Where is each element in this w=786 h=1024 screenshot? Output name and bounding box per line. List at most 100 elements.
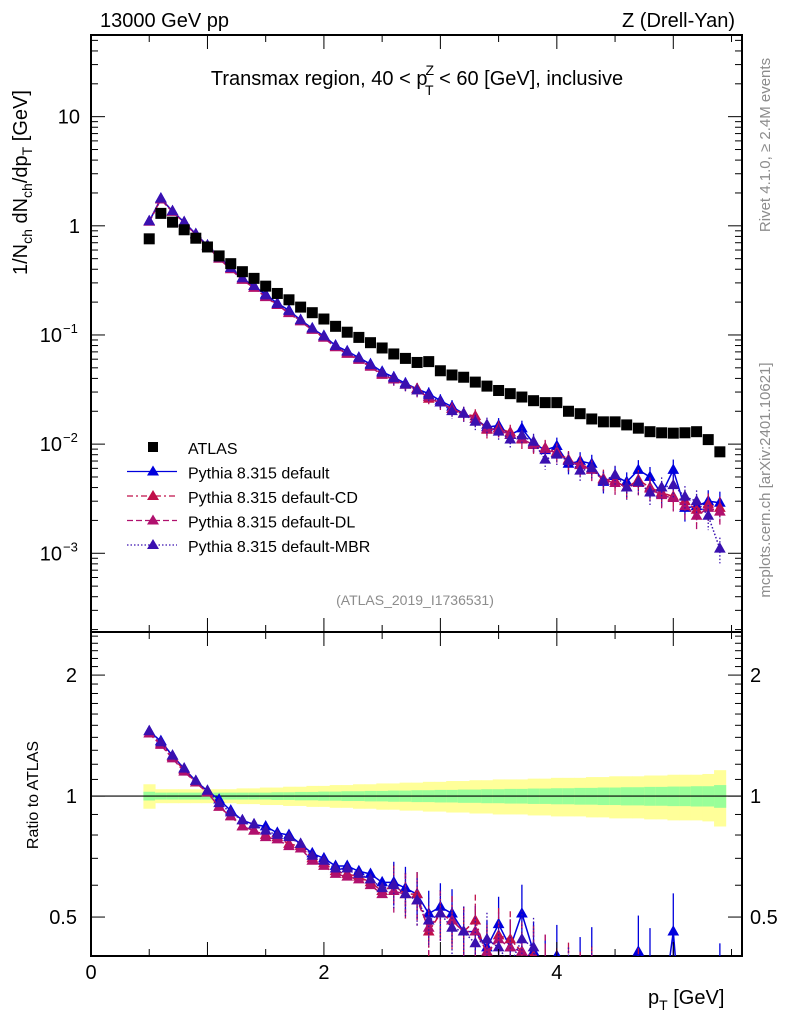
data-point [620, 481, 633, 492]
y-axis-label-part: /dp [10, 155, 32, 183]
ratio-plot-frame [90, 631, 743, 957]
ratio-point [259, 824, 272, 835]
ratio-point [446, 921, 458, 932]
data-point [330, 320, 342, 332]
ratio-pythia-8-315-default-dl [143, 727, 668, 1024]
data-point [667, 463, 680, 474]
ratio-line [148, 730, 536, 956]
y-tick-label: 10 [40, 325, 62, 347]
ratio-point [201, 784, 214, 795]
ratio-y-tick-label-left: 0.5 [49, 907, 77, 929]
ratio-point [259, 830, 272, 842]
data-point [434, 396, 447, 407]
data-point [434, 365, 446, 377]
legend-marker-square [148, 442, 158, 452]
data-point [225, 258, 237, 270]
title-text: < 60 [GeV], inclusive [434, 68, 624, 90]
data-point [143, 233, 155, 245]
data-point [667, 478, 680, 490]
data-point [283, 304, 295, 316]
ratio-point [329, 862, 342, 873]
data-point [504, 388, 516, 400]
y-tick-exponent: −2 [63, 430, 78, 445]
ratio-point [551, 983, 563, 993]
ratio-line [148, 730, 676, 956]
ratio-y-tick-label-right: 1 [750, 786, 761, 808]
legend-label: Pythia 8.315 default-CD [188, 490, 358, 507]
data-point [667, 427, 679, 439]
data-point [446, 404, 458, 416]
data-point [318, 329, 330, 341]
ratio-point [563, 973, 575, 983]
ratio-point [166, 749, 179, 760]
y-tick-label: 1 [69, 216, 80, 238]
data-point [690, 509, 703, 520]
series-atlas [143, 207, 726, 458]
data-point [609, 476, 621, 487]
data-point [353, 351, 365, 363]
ratio-point [364, 873, 377, 884]
ratio-point [609, 1006, 621, 1016]
y-axis-label-part: dN [10, 198, 32, 229]
data-point [341, 345, 354, 356]
data-point [691, 426, 703, 438]
legend: ATLAS Pythia 8.315 default Pythia 8.315 de… [127, 441, 370, 556]
ratio-point [621, 1018, 633, 1024]
ratio-point [527, 940, 540, 952]
data-point [585, 461, 598, 473]
series-line [148, 197, 720, 509]
data-point [516, 422, 528, 433]
ratio-point [609, 1012, 621, 1022]
ratio-point [656, 1018, 668, 1024]
ratio-point [271, 828, 284, 839]
ratio-point [213, 796, 225, 808]
data-point [259, 288, 272, 300]
ratio-point [621, 1018, 633, 1024]
ratio-point [248, 824, 260, 835]
data-point [644, 426, 656, 438]
data-point [679, 427, 691, 439]
data-point [609, 416, 621, 428]
y-axis-label-part: T [19, 146, 35, 155]
data-point [690, 494, 703, 506]
data-point [178, 215, 191, 227]
ratio-point [306, 849, 319, 860]
data-point [248, 279, 260, 291]
ratio-point [353, 873, 365, 884]
ratio-point [248, 817, 260, 829]
ratio-point [329, 867, 342, 878]
data-point [574, 464, 586, 475]
data-point [574, 408, 586, 420]
ratio-point [598, 1006, 610, 1016]
ratio-point [283, 839, 295, 851]
x-tick-label: 0 [85, 962, 96, 984]
ratio-point [633, 994, 645, 1004]
ratio-point [633, 988, 645, 998]
data-point [341, 326, 353, 338]
data-point [574, 458, 586, 470]
ratio-point [656, 1012, 668, 1022]
ratio-point [574, 978, 586, 988]
ratio-point [644, 958, 656, 968]
data-point [516, 428, 528, 440]
ratio-point [586, 978, 598, 988]
legend-entry: Pythia 8.315 default [127, 465, 330, 483]
ratio-point [457, 925, 470, 936]
data-point [597, 474, 610, 485]
ratio-point [516, 907, 528, 918]
data-point [469, 376, 481, 388]
x-axis-label: pT [GeV] [648, 987, 724, 1013]
ratio-point [598, 1006, 610, 1016]
ratio-uncertainty-bands [91, 770, 742, 827]
ratio-point [469, 936, 482, 948]
legend-entry: Pythia 8.315 default-MBR [127, 539, 370, 556]
data-point [376, 366, 388, 377]
ratio-point [341, 870, 354, 881]
ratio-point [586, 973, 598, 983]
data-point [155, 192, 167, 203]
ratio-point [586, 973, 598, 983]
data-point [167, 216, 179, 228]
ratio-point [492, 940, 505, 952]
ratio-point [236, 820, 249, 831]
